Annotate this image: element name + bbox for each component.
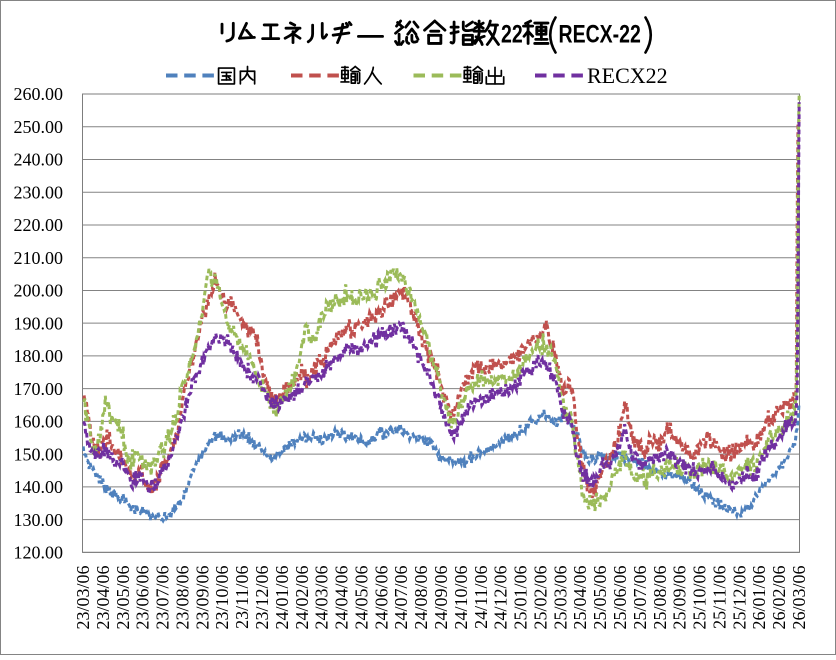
svg-text:25/01/06: 25/01/06 xyxy=(511,566,531,630)
svg-text:26/02/06: 26/02/06 xyxy=(769,566,789,630)
svg-text:25/03/06: 25/03/06 xyxy=(550,566,570,630)
svg-text:24/03/06: 24/03/06 xyxy=(312,566,332,630)
svg-text:120.00: 120.00 xyxy=(14,543,64,563)
svg-text:24/05/06: 24/05/06 xyxy=(351,566,371,630)
svg-text:260.00: 260.00 xyxy=(14,84,64,104)
svg-text:24/11/06: 24/11/06 xyxy=(471,566,491,629)
svg-text:25/06/06: 25/06/06 xyxy=(610,566,630,630)
svg-text:23/08/06: 23/08/06 xyxy=(172,566,192,630)
svg-text:24/01/06: 24/01/06 xyxy=(272,566,292,630)
svg-text:22: 22 xyxy=(501,20,523,48)
svg-text:24/07/06: 24/07/06 xyxy=(391,566,411,630)
svg-text:23/04/06: 23/04/06 xyxy=(93,566,113,630)
svg-text:130.00: 130.00 xyxy=(14,510,64,530)
svg-text:RECX-22: RECX-22 xyxy=(559,20,641,48)
svg-text:25/11/06: 25/11/06 xyxy=(709,566,729,629)
svg-text:25/08/06: 25/08/06 xyxy=(650,566,670,630)
svg-text:24/06/06: 24/06/06 xyxy=(371,566,391,630)
svg-text:23/11/06: 23/11/06 xyxy=(232,566,252,629)
svg-text:24/08/06: 24/08/06 xyxy=(411,566,431,630)
svg-text:25/05/06: 25/05/06 xyxy=(590,566,610,630)
svg-text:170.00: 170.00 xyxy=(14,379,64,399)
svg-text:200.00: 200.00 xyxy=(14,281,64,301)
svg-text:23/06/06: 23/06/06 xyxy=(133,566,153,630)
svg-text:230.00: 230.00 xyxy=(14,182,64,202)
svg-text:190.00: 190.00 xyxy=(14,313,64,333)
svg-text:23/12/06: 23/12/06 xyxy=(252,566,272,630)
svg-text:25/12/06: 25/12/06 xyxy=(729,566,749,630)
svg-text:23/10/06: 23/10/06 xyxy=(212,566,232,630)
svg-text:240.00: 240.00 xyxy=(14,150,64,170)
svg-text:24/02/06: 24/02/06 xyxy=(292,566,312,630)
svg-text:23/05/06: 23/05/06 xyxy=(113,566,133,630)
svg-text:24/10/06: 24/10/06 xyxy=(451,566,471,630)
svg-text:25/02/06: 25/02/06 xyxy=(530,566,550,630)
svg-text:160.00: 160.00 xyxy=(14,412,64,432)
svg-text:140.00: 140.00 xyxy=(14,477,64,497)
svg-text:26/01/06: 26/01/06 xyxy=(749,566,769,630)
svg-text:250.00: 250.00 xyxy=(14,117,64,137)
svg-text:25/04/06: 25/04/06 xyxy=(570,566,590,630)
svg-text:24/09/06: 24/09/06 xyxy=(431,566,451,630)
svg-text:23/07/06: 23/07/06 xyxy=(153,566,173,630)
svg-text:24/12/06: 24/12/06 xyxy=(491,566,511,630)
svg-text:25/10/06: 25/10/06 xyxy=(690,566,710,630)
svg-text:23/09/06: 23/09/06 xyxy=(192,566,212,630)
svg-text:25/09/06: 25/09/06 xyxy=(670,566,690,630)
svg-text:24/04/06: 24/04/06 xyxy=(332,566,352,630)
svg-text:23/03/06: 23/03/06 xyxy=(73,566,93,630)
svg-text:RECX22: RECX22 xyxy=(587,63,668,88)
svg-text:150.00: 150.00 xyxy=(14,444,64,464)
svg-text:25/07/06: 25/07/06 xyxy=(630,566,650,630)
svg-text:220.00: 220.00 xyxy=(14,215,64,235)
svg-text:210.00: 210.00 xyxy=(14,248,64,268)
svg-text:180.00: 180.00 xyxy=(14,346,64,366)
svg-text:26/03/06: 26/03/06 xyxy=(789,566,809,630)
